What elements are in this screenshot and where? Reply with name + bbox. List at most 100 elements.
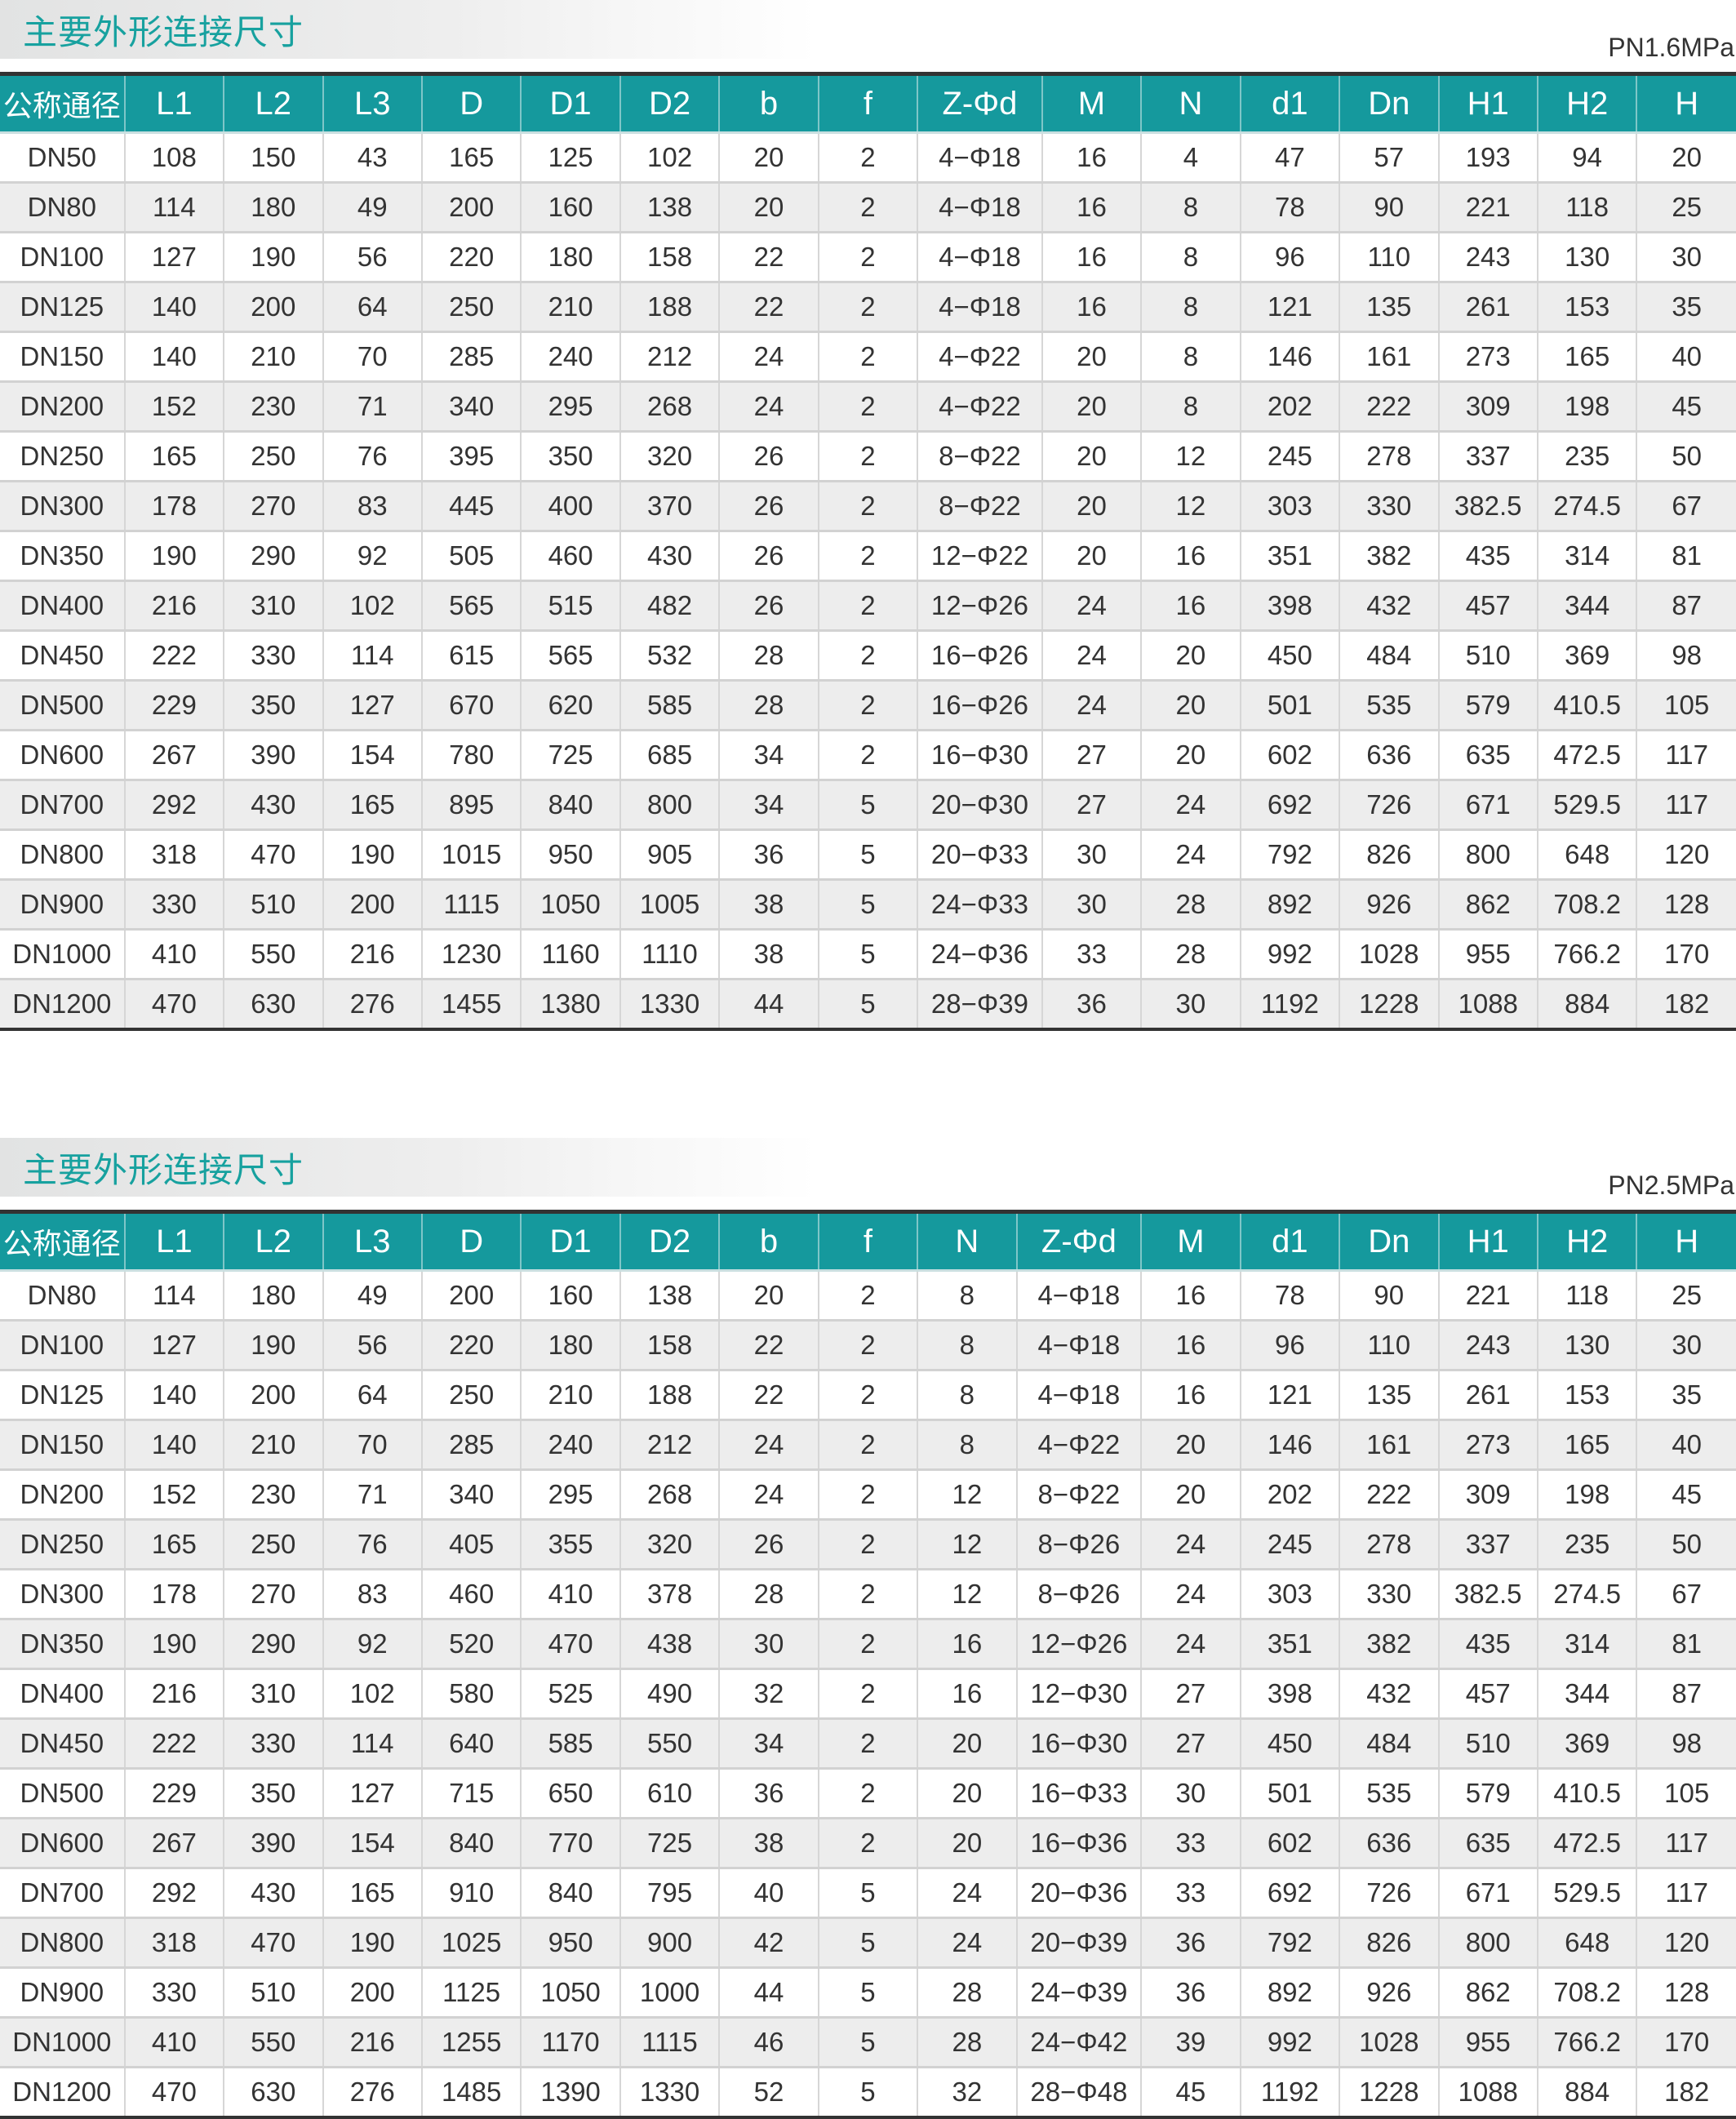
table-cell: 726: [1339, 1867, 1439, 1918]
table-cell: 1230: [420, 928, 522, 980]
table-cell: 35: [1636, 281, 1736, 332]
column-header: H: [1636, 1211, 1736, 1271]
table-cell: 128: [1636, 878, 1736, 930]
nominal-diameter-cell: DN200: [0, 380, 125, 432]
table-cell: 200: [322, 1966, 422, 2018]
table-cell: 484: [1339, 629, 1439, 681]
table-cell: 121: [1239, 1369, 1340, 1420]
table-cell: 671: [1437, 1867, 1538, 1918]
table-cell: 40: [1636, 1419, 1736, 1470]
table-cell: 955: [1437, 928, 1538, 980]
table-cell: 57: [1339, 131, 1439, 183]
column-header: L1: [123, 1211, 224, 1271]
table-cell: 114: [322, 1717, 422, 1769]
table-cell: 45: [1636, 380, 1736, 432]
table-cell: 49: [322, 1269, 422, 1321]
table-cell: 220: [420, 231, 522, 282]
table-cell: 8: [917, 1369, 1017, 1420]
table-cell: 28: [718, 629, 819, 681]
table-cell: 22: [718, 281, 819, 332]
table-cell: 636: [1339, 1817, 1439, 1868]
column-header: Z-Φd: [917, 73, 1042, 133]
table-cell: 450: [1239, 1717, 1340, 1769]
table-cell: 510: [1437, 629, 1538, 681]
nominal-diameter-cell: DN300: [0, 1568, 125, 1619]
table-cell: 222: [123, 1717, 224, 1769]
table-cell: 108: [123, 131, 224, 183]
table-cell: 1000: [619, 1966, 720, 2018]
table-cell: 20−Φ39: [1015, 1917, 1142, 1968]
table-cell: 715: [420, 1767, 522, 1819]
table-cell: 344: [1536, 1668, 1637, 1719]
table-cell: 34: [718, 729, 819, 780]
table-cell: 457: [1437, 1668, 1538, 1719]
table-cell: 840: [420, 1817, 522, 1868]
table-cell: 190: [123, 530, 224, 581]
table-cell: 118: [1536, 181, 1637, 233]
table-cell: 98: [1636, 1717, 1736, 1769]
nominal-diameter-cell: DN1200: [0, 978, 125, 1029]
table-cell: 330: [223, 1717, 323, 1769]
table-cell: 190: [223, 231, 323, 282]
table-cell: 90: [1339, 1269, 1439, 1321]
table-cell: 78: [1239, 181, 1340, 233]
table-cell: 692: [1239, 1867, 1340, 1918]
table-cell: 410.5: [1536, 1767, 1637, 1819]
table-cell: 585: [619, 679, 720, 731]
table-cell: 12: [1140, 480, 1241, 531]
table-cell: 81: [1636, 530, 1736, 581]
table-cell: 127: [322, 679, 422, 731]
table-cell: 20−Φ30: [917, 779, 1042, 830]
table-cell: 435: [1437, 1618, 1538, 1669]
column-header: L2: [223, 1211, 323, 1271]
table-cell: 330: [1339, 1568, 1439, 1619]
table-cell: 33: [1041, 928, 1142, 980]
table-cell: 532: [619, 629, 720, 681]
nominal-diameter-cell: DN500: [0, 679, 125, 731]
table-cell: 138: [619, 181, 720, 233]
nominal-diameter-cell: DN600: [0, 729, 125, 780]
nominal-diameter-cell: DN80: [0, 1269, 125, 1321]
table-cell: 278: [1339, 430, 1439, 482]
table-cell: 12−Φ30: [1015, 1668, 1142, 1719]
table-cell: 2: [817, 580, 918, 631]
nominal-diameter-cell: DN800: [0, 1917, 125, 1968]
table-cell: 24: [718, 1419, 819, 1470]
table-cell: 135: [1339, 281, 1439, 332]
table-cell: 438: [619, 1618, 720, 1669]
table-cell: 620: [520, 679, 620, 731]
table-cell: 118: [1536, 1269, 1637, 1321]
table-cell: 36: [718, 1767, 819, 1819]
table-cell: 565: [520, 629, 620, 681]
table-cell: 950: [520, 828, 620, 880]
table-cell: 120: [1636, 1917, 1736, 1968]
table-cell: 12: [917, 1518, 1017, 1570]
table-cell: 216: [322, 928, 422, 980]
table-cell: 766.2: [1536, 928, 1637, 980]
table-cell: 770: [520, 1817, 620, 1868]
table-row: DN350 190 290 92 520 470 438 30 2 16 12−Φ26 24 351 38…: [0, 1618, 1736, 1669]
table-cell: 92: [322, 530, 422, 581]
table-row: DN1000 410 550 216 1255 1170 1115 46 5 28 24−Φ42 39…: [0, 2016, 1736, 2068]
table-cell: 135: [1339, 1369, 1439, 1420]
table-cell: 840: [520, 1867, 620, 1918]
table-cell: 28: [718, 1568, 819, 1619]
table-cell: 2: [817, 1269, 918, 1321]
table-cell: 20: [718, 131, 819, 183]
table-cell: 43: [322, 131, 422, 183]
table-cell: 8: [1140, 281, 1241, 332]
table-cell: 460: [520, 530, 620, 581]
table-cell: 351: [1239, 1618, 1340, 1669]
table-cell: 240: [520, 331, 620, 382]
table-cell: 210: [223, 1419, 323, 1470]
table-cell: 16: [1041, 131, 1142, 183]
table-row: DN250 165 250 76 405 355 320 26 2 12 8−Φ26 24 245 278…: [0, 1518, 1736, 1570]
table-cell: 8−Φ22: [1015, 1468, 1142, 1520]
table-cell: 410: [123, 2016, 224, 2068]
table-cell: 274.5: [1536, 1568, 1637, 1619]
nominal-diameter-cell: DN500: [0, 1767, 125, 1819]
table-cell: 510: [223, 878, 323, 930]
column-header: L2: [223, 73, 323, 133]
table-cell: 330: [123, 878, 224, 930]
table-cell: 4−Φ22: [917, 380, 1042, 432]
